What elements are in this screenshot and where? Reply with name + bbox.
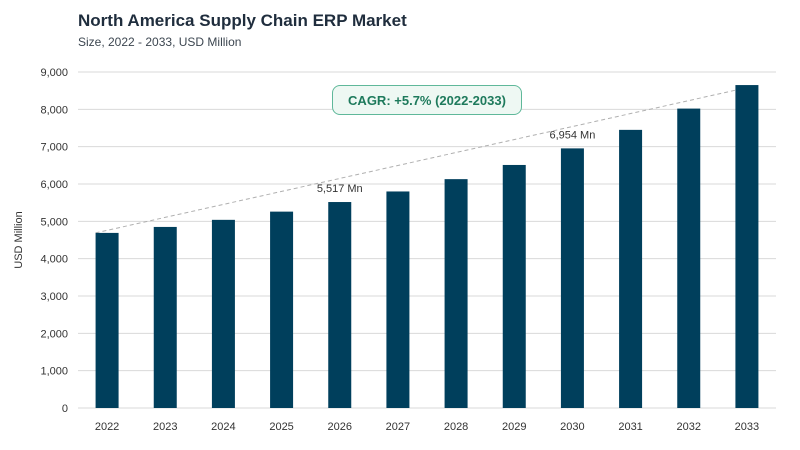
- y-tick-label: 7,000: [40, 142, 68, 154]
- y-axis-ticks: 0 1,000 2,000 3,000 4,000 5,000 6,000 7,000 8,00…: [40, 67, 68, 415]
- y-tick-label: 4,000: [40, 254, 68, 266]
- y-axis-title: USD Million: [13, 211, 25, 268]
- bar-2022: [95, 232, 119, 408]
- y-tick-label: 5,000: [40, 216, 68, 228]
- bar-2033: [735, 85, 759, 409]
- data-label-2030: 6,954 Mn: [549, 129, 595, 141]
- bar-2024: [211, 219, 235, 408]
- bar-2025: [270, 211, 294, 408]
- x-tick-label: 2027: [386, 421, 410, 433]
- bar-2030: [560, 148, 584, 408]
- y-tick-label: 1,000: [40, 366, 68, 378]
- bar-2029: [502, 164, 526, 408]
- bar-2032: [677, 108, 701, 408]
- bar-2023: [153, 226, 177, 408]
- data-labels: 5,517 Mn 6,954 Mn: [317, 129, 596, 195]
- x-tick-label: 2023: [153, 421, 177, 433]
- y-tick-label: 2,000: [40, 328, 68, 340]
- trend-line: [95, 84, 759, 234]
- bars: [95, 85, 759, 409]
- x-tick-label: 2030: [560, 421, 584, 433]
- grid-lines: [78, 71, 776, 409]
- chart-title: North America Supply Chain ERP Market: [78, 11, 407, 30]
- y-tick-label: 8,000: [40, 104, 68, 116]
- cagr-text: CAGR: +5.7% (2022-2033): [348, 92, 506, 108]
- x-tick-label: 2025: [269, 421, 293, 433]
- trend-line-layer: [95, 84, 759, 234]
- x-tick-label: 2029: [502, 421, 526, 433]
- x-tick-label: 2032: [677, 421, 701, 433]
- y-tick-label: 0: [62, 403, 68, 415]
- y-tick-label: 9,000: [40, 67, 68, 79]
- x-tick-label: 2022: [95, 421, 119, 433]
- y-tick-label: 6,000: [40, 179, 68, 191]
- cagr-annotation: CAGR: +5.7% (2022-2033): [332, 85, 522, 115]
- bar-2027: [386, 191, 410, 408]
- bar-2028: [444, 179, 468, 408]
- x-tick-label: 2026: [328, 421, 352, 433]
- x-axis-ticks: 2022 2023 2024 2025 2026 2027 2028 2029 2030 2031…: [95, 421, 759, 433]
- chart-subtitle: Size, 2022 - 2033, USD Million: [78, 35, 242, 49]
- bar-2026: [328, 202, 352, 408]
- x-tick-label: 2028: [444, 421, 468, 433]
- y-tick-label: 3,000: [40, 291, 68, 303]
- data-label-2026: 5,517 Mn: [317, 183, 363, 195]
- x-tick-label: 2033: [735, 421, 759, 433]
- bar-2031: [619, 129, 643, 408]
- x-tick-label: 2031: [618, 421, 642, 433]
- x-tick-label: 2024: [211, 421, 235, 433]
